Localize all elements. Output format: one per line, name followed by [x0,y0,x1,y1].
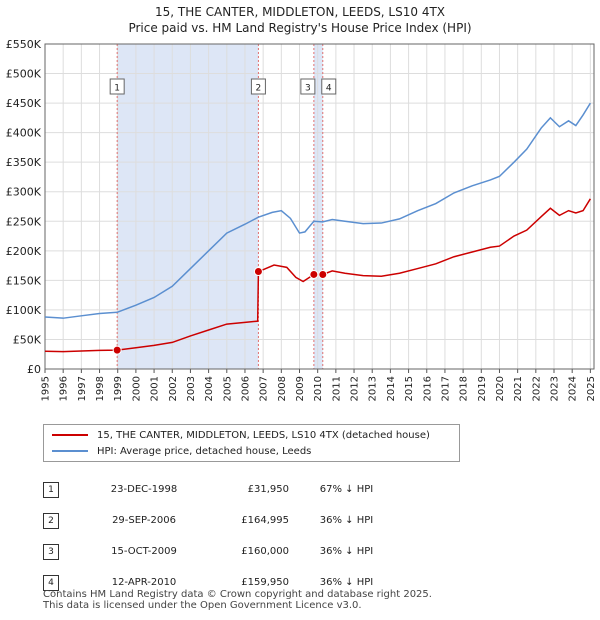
sale-label: 4 [326,84,332,94]
x-tick-label: 2022 [531,376,542,401]
x-tick-label: 2012 [350,376,361,401]
x-tick-label: 2006 [240,376,251,401]
x-tick-label: 2004 [204,376,215,401]
transaction-number: 4 [43,574,59,591]
y-tick-label: £300K [6,186,42,199]
legend-label-hpi: HPI: Average price, detached house, Leed… [97,446,312,457]
x-tick-label: 2015 [404,376,415,401]
x-tick-label: 2011 [331,376,342,401]
x-tick-label: 2013 [368,376,379,401]
footer: Contains HM Land Registry data © Crown c… [43,589,432,611]
x-tick-label: 2005 [222,376,233,401]
table-row: 1 23-DEC-1998 £31,950 67% ↓ HPI [43,474,404,505]
transaction-hpi: 67% ↓ HPI [319,484,374,495]
x-tick-label: 2010 [313,376,324,401]
transaction-price: £159,950 [241,577,289,588]
y-tick-label: £200K [6,245,42,258]
x-tick-label: 2024 [568,376,579,401]
x-tick-label: 1999 [113,376,124,401]
transactions-table: 1 23-DEC-1998 £31,950 67% ↓ HPI 2 29-SEP… [43,474,404,598]
legend-swatch-property [52,434,88,436]
table-row: 3 15-OCT-2009 £160,000 36% ↓ HPI [43,536,404,567]
sale-point [112,345,122,355]
y-tick-label: £100K [6,304,42,317]
x-tick-label: 1996 [59,376,70,401]
legend-item-hpi: HPI: Average price, detached house, Leed… [52,445,311,459]
x-tick-label: 2019 [477,376,488,401]
legend-item-property: 15, THE CANTER, MIDDLETON, LEEDS, LS10 4… [52,429,430,443]
legend-swatch-hpi [52,450,88,452]
price-chart: 1995 1996 1997 1998 1999 2000 2001 2002 2003 2004… [6,38,597,401]
x-tick-label: 1998 [95,376,106,401]
y-tick-label: £500K [6,68,42,81]
legend: 15, THE CANTER, MIDDLETON, LEEDS, LS10 4… [43,424,460,462]
transaction-date: 23-DEC-1998 [110,484,178,495]
y-tick-label: £400K [6,127,42,140]
x-tick-label: 2021 [513,376,524,401]
table-row: 4 12-APR-2010 £159,950 36% ↓ HPI [43,567,404,598]
y-tick-label: £450K [6,97,42,110]
x-tick-label: 2023 [550,376,561,401]
transaction-hpi: 36% ↓ HPI [319,577,374,588]
x-tick-label: 2016 [422,376,433,401]
x-tick-label: 1995 [41,376,52,401]
x-tick-label: 2009 [295,376,306,401]
sale-label-box [109,78,125,95]
transaction-date: 29-SEP-2006 [112,515,176,526]
x-tick-label: 1997 [77,376,88,401]
x-tick-label: 2014 [386,376,397,401]
sale-point [318,269,328,279]
x-tick-label: 2003 [186,376,197,401]
y-tick-label: £250K [6,215,42,228]
y-tick-label: £50K [13,333,42,346]
legend-label-property: 15, THE CANTER, MIDDLETON, LEEDS, LS10 4… [97,430,430,441]
x-tick-label: 2007 [259,376,270,401]
x-tick-label: 2002 [168,376,179,401]
sale-label: 3 [305,84,311,94]
sale-label: 2 [256,84,262,94]
y-tick-label: £150K [6,274,42,287]
shaded-span [117,44,259,369]
x-tick-label: 2000 [131,376,142,401]
table-row: 2 29-SEP-2006 £164,995 36% ↓ HPI [43,505,404,536]
footer-copyright: Contains HM Land Registry data © Crown c… [43,589,432,600]
y-tick-label: £350K [6,156,42,169]
transaction-price: £164,995 [241,515,289,526]
transaction-price: £31,950 [247,484,289,495]
x-tick-label: 2025 [586,376,597,401]
y-tick-label: £0 [27,363,41,376]
transaction-date: 12-APR-2010 [111,577,177,588]
sale-label-box [300,78,316,95]
transaction-hpi: 36% ↓ HPI [319,546,374,557]
chart-title-line2: Price paid vs. HM Land Registry's House … [128,21,472,35]
chart-title: 15, THE CANTER, MIDDLETON, LEEDS, LS10 4… [0,4,600,36]
transaction-date: 15-OCT-2009 [111,546,177,557]
y-tick-label: £550K [6,38,42,51]
x-tick-label: 2008 [277,376,288,401]
transaction-number: 2 [43,512,59,529]
x-tick-label: 2001 [150,376,161,401]
sale-point [253,267,263,277]
chart-title-line1: 15, THE CANTER, MIDDLETON, LEEDS, LS10 4… [154,5,446,19]
transaction-number: 3 [43,543,59,560]
transaction-number: 1 [43,481,59,498]
x-tick-label: 2018 [459,376,470,401]
sale-label-box [250,78,266,95]
shaded-span [313,44,323,369]
sale-label-box [321,78,337,95]
x-tick-label: 2017 [440,376,451,401]
sale-point [309,269,319,279]
x-tick-label: 2020 [495,376,506,401]
sale-label: 1 [114,84,120,94]
plot-frame [44,43,595,370]
transaction-hpi: 36% ↓ HPI [319,515,374,526]
footer-licence: This data is licensed under the Open Gov… [43,600,362,611]
transaction-price: £160,000 [241,546,289,557]
hpi-line [44,102,592,319]
